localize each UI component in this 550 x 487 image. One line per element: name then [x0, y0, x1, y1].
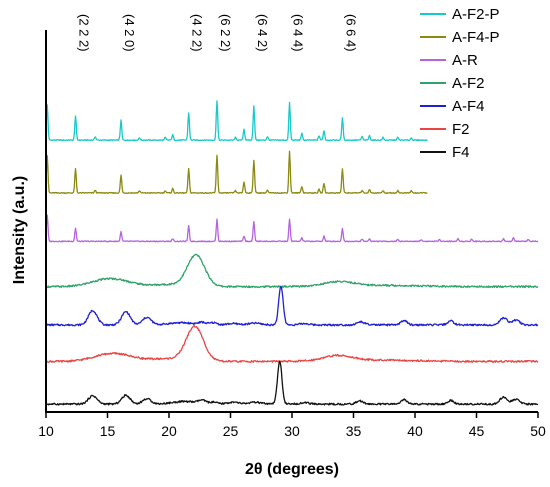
x-tick-label: 25 [223, 423, 239, 439]
legend-label: A-R [452, 52, 478, 69]
x-tick-label: 40 [407, 423, 423, 439]
series-f2-line [45, 324, 539, 363]
series-f4-line [45, 360, 539, 406]
series-a-f2-line [45, 253, 539, 289]
series-a-r-line [45, 214, 539, 243]
x-tick-label: 20 [161, 423, 177, 439]
legend-label: F4 [452, 144, 470, 161]
traces [45, 100, 539, 406]
hkl-label: (4 2 2) [190, 14, 205, 52]
x-axis-title: 2θ (degrees) [245, 461, 339, 478]
x-tick-label: 45 [469, 423, 485, 439]
legend-label: A-F4-P [452, 29, 500, 46]
hkl-label: (6 6 4) [343, 14, 358, 52]
y-axis-title: Intensity (a.u.) [11, 176, 28, 284]
series-a-f4-p-line [45, 150, 428, 195]
x-tick-label: 10 [38, 423, 54, 439]
legend: A-F2-P A-F4-P A-R A-F2 A-F4 F2 F4 [420, 6, 500, 161]
hkl-label: (4 2 0) [122, 14, 137, 52]
hkl-label: (6 4 4) [291, 14, 306, 52]
x-tick-label: 50 [530, 423, 546, 439]
legend-label: A-F2-P [452, 6, 500, 23]
legend-label: A-F4 [452, 98, 485, 115]
x-tick-label: 35 [346, 423, 362, 439]
hkl-annotations: (2 2 2) (4 2 0) (4 2 2) (6 2 2) (6 4 2) (6 4 … [77, 14, 359, 52]
hkl-label: (6 2 2) [218, 14, 233, 52]
x-tick-label: 15 [100, 423, 116, 439]
x-tick-label: 30 [284, 423, 300, 439]
series-a-f4-line [45, 285, 539, 327]
hkl-label: (6 4 2) [255, 14, 270, 52]
legend-label: A-F2 [452, 75, 485, 92]
hkl-label: (2 2 2) [77, 14, 92, 52]
legend-label: F2 [452, 121, 470, 138]
series-a-f2-p-line [45, 100, 428, 142]
x-axis-ticks: 10 15 20 25 30 35 40 45 50 [38, 412, 546, 439]
